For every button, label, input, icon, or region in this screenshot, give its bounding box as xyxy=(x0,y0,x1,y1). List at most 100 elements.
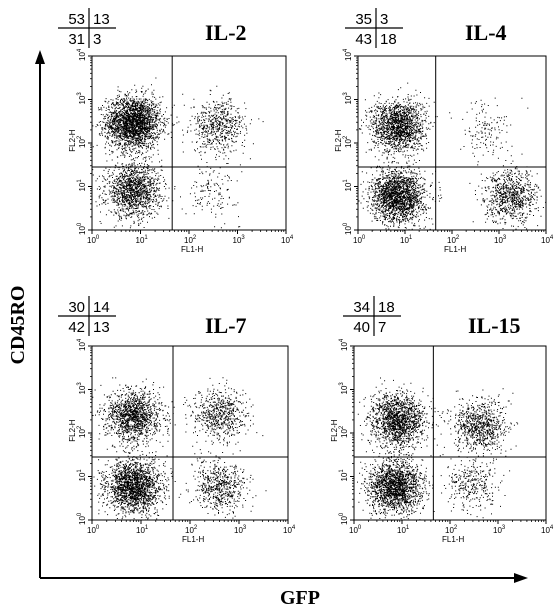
x-tick-label: 103 xyxy=(493,525,506,535)
x-tick-label: 102 xyxy=(447,235,460,245)
x-tick-exponent: 2 xyxy=(456,235,460,241)
x-tick-label: 100 xyxy=(353,235,366,245)
y-axis-arrow xyxy=(35,50,45,64)
x-channel-label: FL1-H xyxy=(181,245,203,254)
y-tick-label: 102 xyxy=(77,425,87,438)
y-tick-exponent: 1 xyxy=(339,469,345,473)
x-channel-label: FL1-H xyxy=(442,535,464,544)
y-tick-label: 100 xyxy=(77,222,87,235)
x-tick-label: 103 xyxy=(494,235,507,245)
panels: 100100101101102102103103104104FL1-HFL2-H… xyxy=(58,8,554,544)
quadrant-stats: 53 13 31 3 xyxy=(58,8,116,48)
y-channel-label: FL2-H xyxy=(68,419,77,441)
x-tick-label: 100 xyxy=(349,525,362,535)
quadrant-upper-right: 3 xyxy=(380,11,388,28)
x-channel-label: FL1-H xyxy=(182,535,204,544)
y-tick-exponent: 3 xyxy=(343,92,349,96)
y-tick-exponent: 4 xyxy=(77,338,83,342)
y-tick-label: 103 xyxy=(77,382,87,395)
panel-il-15: 100100101101102102103103104104FL1-HFL2-H… xyxy=(330,296,554,544)
scatter-dots xyxy=(92,377,267,521)
quadrant-lower-right: 13 xyxy=(93,319,110,336)
scatter-points xyxy=(357,377,519,521)
x-tick-label: 104 xyxy=(281,235,294,245)
quadrant-stats: 35 3 43 18 xyxy=(345,8,403,48)
y-tick-exponent: 1 xyxy=(77,179,83,183)
y-tick-exponent: 1 xyxy=(343,179,349,183)
quadrant-lower-right: 18 xyxy=(380,31,397,48)
y-tick-label: 104 xyxy=(77,338,87,351)
x-tick-label: 102 xyxy=(185,525,198,535)
y-channel-label: FL2-H xyxy=(330,419,339,441)
y-channel-label: FL2-H xyxy=(334,129,343,151)
scatter-dots xyxy=(358,82,547,231)
x-tick-exponent: 4 xyxy=(292,525,296,531)
figure-axes: CD45RO GFP xyxy=(7,50,528,609)
y-tick-exponent: 2 xyxy=(77,135,83,139)
y-tick-label: 103 xyxy=(343,92,353,105)
y-tick-label: 102 xyxy=(343,135,353,148)
panel-il-7: 100100101101102102103103104104FL1-HFL2-H… xyxy=(58,296,296,544)
y-tick-label: 100 xyxy=(77,512,87,525)
panel-title: IL-7 xyxy=(205,313,247,338)
y-axis-label: CD45RO xyxy=(7,286,29,365)
y-tick-exponent: 4 xyxy=(343,48,349,52)
y-tick-label: 101 xyxy=(339,469,349,482)
x-tick-label: 104 xyxy=(541,525,554,535)
x-tick-label: 101 xyxy=(397,525,410,535)
x-tick-exponent: 2 xyxy=(194,525,198,531)
scatter-points xyxy=(358,82,547,231)
x-tick-label: 100 xyxy=(87,235,100,245)
y-tick-label: 101 xyxy=(343,179,353,192)
quadrant-lower-left: 42 xyxy=(68,319,85,336)
x-tick-label: 101 xyxy=(400,235,413,245)
y-tick-label: 104 xyxy=(77,48,87,61)
y-tick-exponent: 0 xyxy=(339,512,345,516)
x-tick-exponent: 4 xyxy=(550,235,554,241)
y-tick-exponent: 2 xyxy=(343,135,349,139)
panel-title: IL-4 xyxy=(465,20,507,45)
y-tick-exponent: 3 xyxy=(77,92,83,96)
x-tick-exponent: 3 xyxy=(502,525,506,531)
quadrant-upper-right: 18 xyxy=(378,299,395,316)
x-channel-label: FL1-H xyxy=(444,245,466,254)
scatter-dots xyxy=(92,77,264,229)
x-tick-label: 101 xyxy=(136,235,149,245)
x-tick-exponent: 0 xyxy=(358,525,362,531)
x-tick-exponent: 1 xyxy=(144,235,148,241)
x-tick-exponent: 0 xyxy=(96,235,100,241)
y-tick-exponent: 0 xyxy=(343,222,349,226)
y-tick-label: 100 xyxy=(343,222,353,235)
x-tick-exponent: 2 xyxy=(193,235,197,241)
quadrant-lower-right: 3 xyxy=(93,31,101,48)
quadrant-upper-right: 13 xyxy=(93,11,110,28)
x-tick-label: 104 xyxy=(541,235,554,245)
y-tick-exponent: 2 xyxy=(77,425,83,429)
y-tick-exponent: 1 xyxy=(77,469,83,473)
x-axis-arrow xyxy=(514,573,528,583)
x-tick-exponent: 1 xyxy=(145,525,149,531)
quadrant-stats: 34 18 40 7 xyxy=(343,296,401,336)
quadrant-upper-left: 35 xyxy=(355,11,372,28)
y-channel-label: FL2-H xyxy=(68,129,77,151)
y-tick-label: 101 xyxy=(77,469,87,482)
x-tick-exponent: 3 xyxy=(503,235,507,241)
quadrant-stats: 30 14 42 13 xyxy=(58,296,116,336)
y-tick-label: 104 xyxy=(339,338,349,351)
x-tick-exponent: 3 xyxy=(241,235,245,241)
quadrant-lower-left: 40 xyxy=(353,319,370,336)
x-tick-exponent: 4 xyxy=(550,525,554,531)
x-axis-label: GFP xyxy=(280,587,320,609)
x-tick-label: 104 xyxy=(283,525,296,535)
scatter-points xyxy=(92,377,267,521)
x-tick-label: 102 xyxy=(184,235,197,245)
quadrant-upper-left: 30 xyxy=(68,299,85,316)
y-tick-label: 103 xyxy=(339,382,349,395)
x-tick-exponent: 3 xyxy=(243,525,247,531)
y-tick-label: 102 xyxy=(339,425,349,438)
panel-il-4: 100100101101102102103103104104FL1-HFL2-H… xyxy=(334,8,554,254)
x-tick-label: 100 xyxy=(87,525,100,535)
x-tick-exponent: 0 xyxy=(96,525,100,531)
